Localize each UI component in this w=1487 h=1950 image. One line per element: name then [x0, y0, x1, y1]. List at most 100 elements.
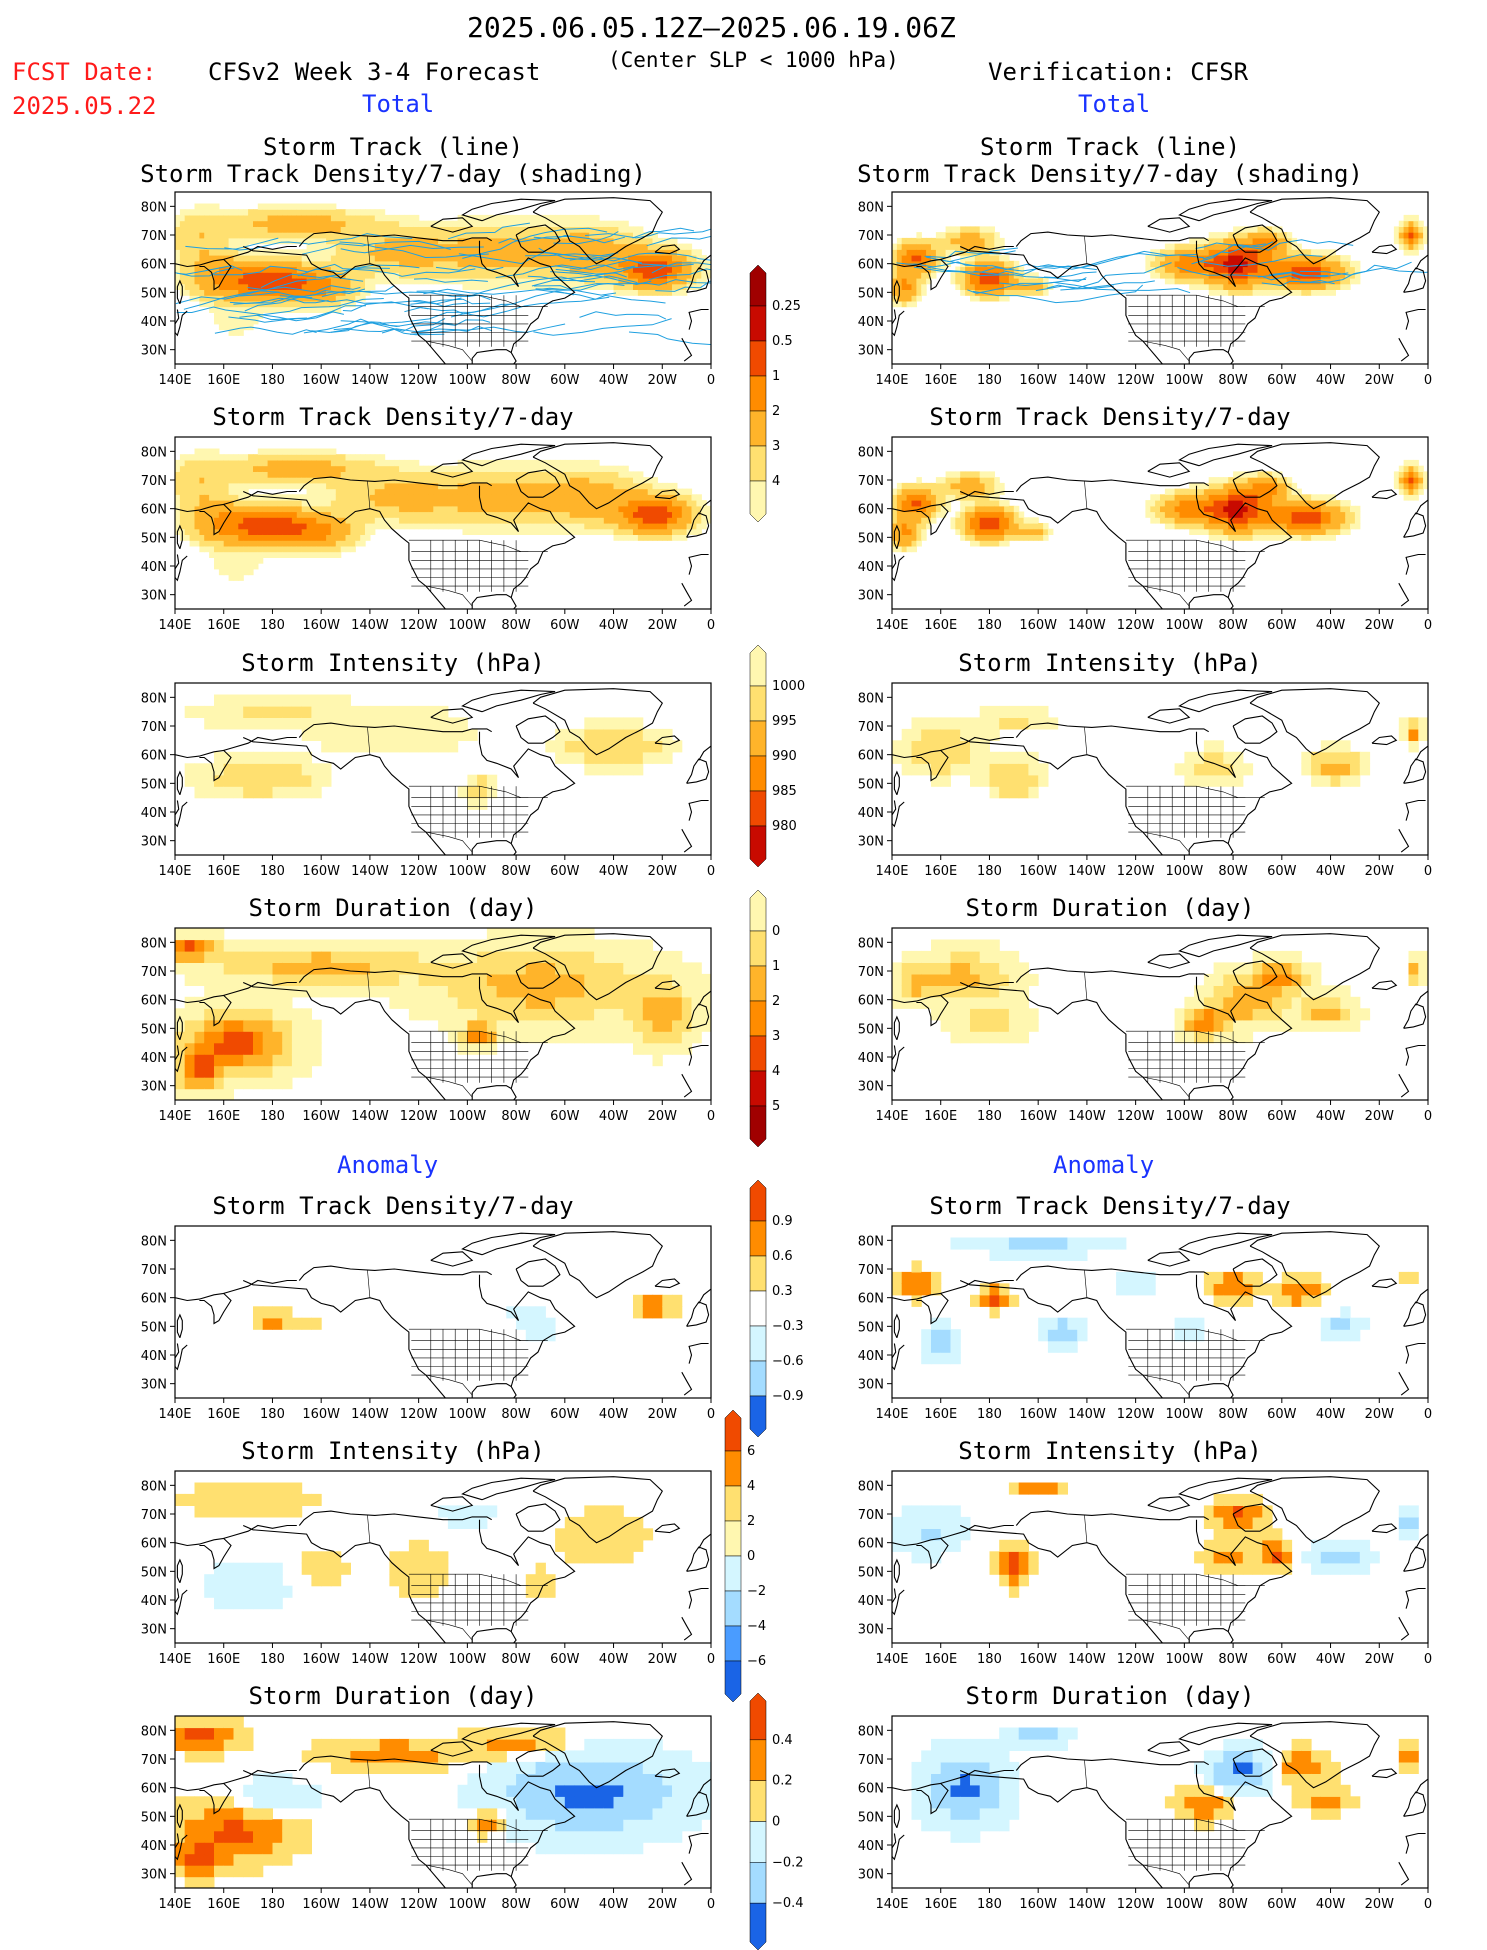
shading-cell: [287, 471, 293, 477]
shading-cell: [195, 221, 201, 227]
shading-cell: [907, 483, 913, 489]
shading-cell: [365, 215, 371, 221]
shading-cell: [248, 284, 254, 290]
shading-cell: [419, 471, 425, 477]
shading-cell: [521, 460, 527, 466]
shading-cell: [268, 471, 274, 477]
shading-cell: [380, 209, 386, 215]
shading-cell: [965, 517, 971, 523]
shading-cell: [1277, 500, 1283, 506]
shading-cell: [589, 483, 595, 489]
shading-cell: [224, 786, 234, 798]
shading-cell: [921, 238, 927, 244]
shading-cell: [487, 249, 493, 255]
shading-cell: [234, 477, 240, 483]
shading-cell: [297, 221, 303, 227]
shading-cell: [238, 272, 244, 278]
shading-cell: [258, 540, 264, 546]
shading-cell: [472, 506, 478, 512]
shading-cell: [541, 238, 547, 244]
shading-cell: [214, 454, 220, 460]
shading-cell: [492, 489, 498, 495]
shading-cell: [292, 454, 298, 460]
shading-cell: [311, 301, 317, 307]
shading-cell: [307, 494, 313, 500]
shading-cell: [463, 529, 469, 535]
shading-cell: [346, 500, 352, 506]
shading-cell: [1258, 232, 1264, 238]
shading-cell: [302, 523, 308, 529]
shading-cell: [219, 301, 225, 307]
shading-cell: [604, 477, 610, 483]
shading-cell: [292, 449, 298, 455]
shading-cell: [1160, 267, 1166, 273]
shading-cell: [1277, 535, 1283, 541]
shading-cell: [1340, 267, 1346, 273]
shading-cell: [907, 295, 913, 301]
shading-cell: [672, 535, 678, 541]
shading-cell: [687, 249, 693, 255]
shading-cell: [931, 272, 937, 278]
shading-cell: [219, 546, 225, 552]
shading-cell: [190, 215, 196, 221]
shading-cell: [336, 529, 342, 535]
shading-cell: [662, 255, 668, 261]
shading-cell: [1311, 494, 1317, 500]
shading-cell: [492, 500, 498, 506]
shading-cell: [385, 500, 391, 506]
shading-cell: [1267, 523, 1273, 529]
shading-cell: [346, 471, 352, 477]
shading-cell: [1204, 278, 1210, 284]
shading-cell: [541, 483, 547, 489]
shading-cell: [253, 221, 259, 227]
shading-cell: [209, 494, 215, 500]
shading-cell: [565, 500, 571, 506]
shading-cell: [297, 546, 303, 552]
shading-cell: [311, 523, 317, 529]
shading-cell: [570, 226, 576, 232]
shading-cell: [502, 460, 508, 466]
shading-cell: [999, 483, 1005, 489]
shading-cell: [311, 460, 317, 466]
shading-cell: [1004, 255, 1010, 261]
shading-cell: [175, 517, 181, 523]
shading-cell: [394, 255, 400, 261]
shading-cell: [277, 209, 283, 215]
shading-cell: [604, 267, 610, 273]
shading-cell: [1409, 477, 1415, 483]
shading-cell: [565, 460, 571, 466]
shading-cell: [916, 523, 922, 529]
shading-cell: [307, 512, 313, 518]
shading-cell: [273, 500, 279, 506]
shading-cell: [614, 489, 620, 495]
shading-cell: [1228, 238, 1234, 244]
shading-cell: [1238, 512, 1244, 518]
shading-cell: [1413, 483, 1419, 489]
shading-cell: [458, 500, 464, 506]
shading-cell: [599, 477, 605, 483]
shading-cell: [385, 460, 391, 466]
shading-cell: [297, 466, 303, 472]
shading-cell: [389, 517, 395, 523]
shading-cell: [1199, 494, 1205, 500]
shading-cell: [399, 471, 405, 477]
shading-cell: [623, 500, 629, 506]
shading-cell: [287, 284, 293, 290]
shading-cell: [999, 506, 1005, 512]
shading-cell: [190, 460, 196, 466]
coastline: [1180, 199, 1273, 221]
lon-tick-label: 140W: [1068, 618, 1106, 633]
shading-cell: [502, 466, 508, 472]
shading-cell: [424, 506, 430, 512]
shading-cell: [667, 517, 673, 523]
shading-cell: [311, 483, 317, 489]
shading-cell: [277, 506, 283, 512]
shading-cell: [970, 226, 976, 232]
shading-cell: [614, 471, 620, 477]
shading-cell: [1262, 238, 1268, 244]
shading-cell: [195, 706, 205, 718]
shading-cell: [229, 540, 235, 546]
shading-cell: [263, 232, 269, 238]
shading-cell: [1243, 278, 1249, 284]
shading-cell: [907, 500, 913, 506]
